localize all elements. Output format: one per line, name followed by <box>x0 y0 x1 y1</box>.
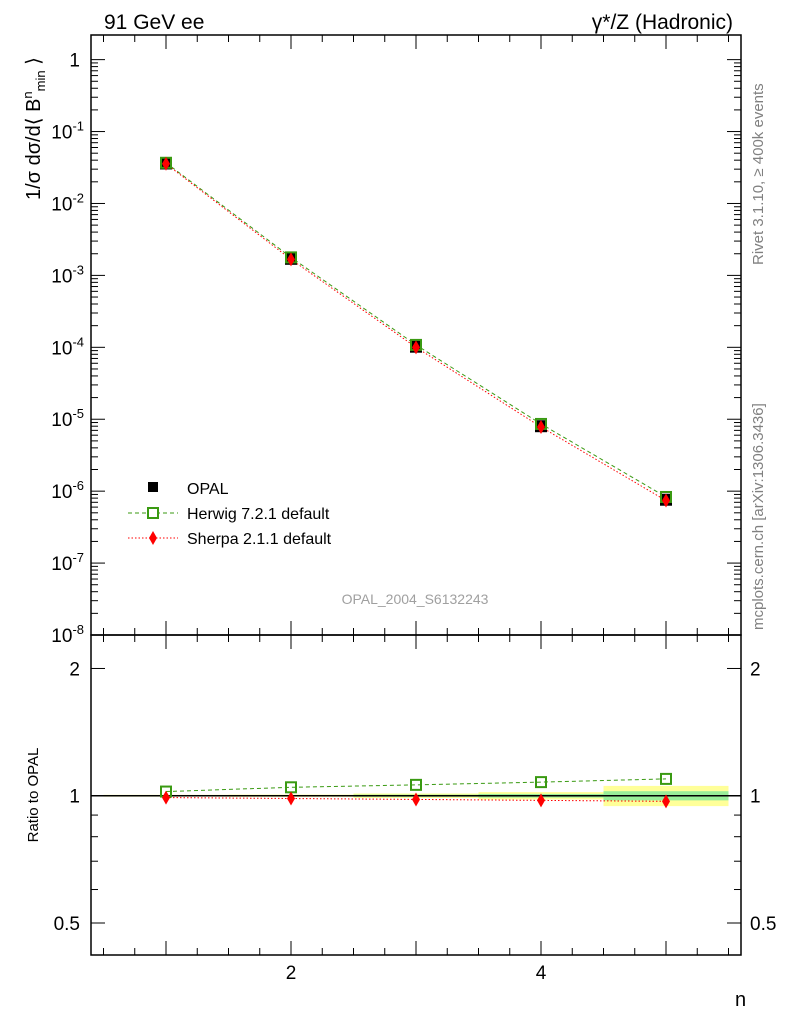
y-tick-label: 10-8 <box>51 622 84 647</box>
y-tick-label: 10-7 <box>51 550 84 575</box>
x-tick-label: 4 <box>536 963 547 984</box>
legend-marker-opal <box>148 482 158 492</box>
rivet-label: Rivet 3.1.10, ≥ 400k events <box>750 83 767 265</box>
ratio-y-tick-label: 2 <box>69 659 80 680</box>
x-tick-label: 2 <box>286 963 297 984</box>
ratio-y-tick-label: 1 <box>69 787 80 808</box>
y-tick-label: 1 <box>69 51 80 72</box>
y-tick-label: 10-2 <box>51 190 84 215</box>
y-tick-label: 10-4 <box>51 334 84 359</box>
ratio-sherpa-point <box>287 791 295 806</box>
ratio-y-tick-label-right: 0.5 <box>750 914 776 935</box>
x-axis-label: n <box>735 989 746 1011</box>
y-tick-label: 10-3 <box>51 262 84 287</box>
sherpa-point <box>287 252 295 267</box>
watermark: OPAL_2004_S6132243 <box>342 591 489 607</box>
ratio-series-line-1 <box>165 778 667 793</box>
ratio-y-tick-label-right: 1 <box>750 787 761 808</box>
ratio-y-tick-label-right: 2 <box>750 659 761 680</box>
ratio-y-tick-label: 0.5 <box>54 914 80 935</box>
legend-label-herwig: Herwig 7.2.1 default <box>187 506 330 523</box>
ratio-sherpa-point <box>662 794 670 809</box>
legend-label-sherpa: Sherpa 2.1.1 default <box>187 531 332 548</box>
legend-label-opal: OPAL <box>187 481 229 498</box>
ratio-herwig-point <box>535 776 547 789</box>
y-tick-label: 10-6 <box>51 478 84 503</box>
ratio-series-line-2 <box>165 797 667 802</box>
legend: OPAL Herwig 7.2.1 default Sherpa 2.1.1 d… <box>128 481 332 548</box>
ratio-herwig-point <box>660 772 672 785</box>
ratio-sherpa-point <box>537 793 545 808</box>
ratio-herwig-point <box>410 778 422 791</box>
sherpa-point <box>662 493 670 508</box>
sherpa-point <box>412 340 420 355</box>
ratio-sherpa-point <box>162 790 170 805</box>
y-tick-label: 10-5 <box>51 406 84 431</box>
sherpa-point <box>162 156 170 171</box>
y-tick-label: 10-1 <box>51 119 84 144</box>
ratio-ylabel: Ratio to OPAL <box>25 748 42 843</box>
series-line-2 <box>165 163 667 501</box>
mcplots-label: mcplots.cern.ch [arXiv:1306.3436] <box>750 403 767 630</box>
main-ylabel: 1/σ dσ/d⟨ Bnmin ⟩ <box>20 57 48 200</box>
ratio-sherpa-point <box>412 792 420 807</box>
sherpa-point <box>537 419 545 434</box>
header-left: 91 GeV ee <box>104 11 204 34</box>
series-line-1 <box>165 162 667 498</box>
legend-marker-herwig <box>147 507 159 519</box>
legend-marker-sherpa <box>149 531 157 545</box>
header-right: γ*/Z (Hadronic) <box>592 11 733 34</box>
